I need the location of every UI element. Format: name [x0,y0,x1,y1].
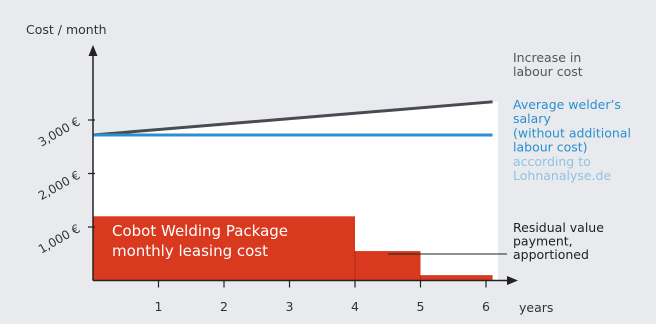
x-axis-arrow [507,276,518,285]
annotation-line: (without additional [513,125,631,140]
annotation-line: salary [513,111,551,126]
x-axis-label: years [519,300,553,315]
x-tick-label: 2 [220,299,228,314]
annotation-line: Cobot Welding Package [112,222,288,240]
annotation-line: monthly leasing cost [112,242,268,260]
x-tick-label: 5 [417,299,425,314]
annotation-line: payment, [513,234,573,249]
x-tick-label: 4 [351,299,359,314]
annotation-bar-label: Cobot Welding Package monthly leasing cos… [112,222,288,260]
series-line-labour-increase [92,100,493,137]
y-axis-label: Cost / month [26,22,107,37]
annotation-line: Residual value [513,220,604,235]
annotation-line: labour cost) [513,140,588,155]
bar-1 [93,216,355,281]
x-tick-label: 6 [482,299,490,314]
bar-3 [420,275,493,281]
bar-2 [355,251,421,281]
annotation-line: labour cost [513,64,583,79]
annotation-line: Average welder’s [513,97,621,112]
x-tick-label: 1 [155,299,163,314]
x-ticks: 1 2 3 4 5 6 [155,280,490,314]
bars [93,216,493,281]
annotation-line: Increase in [513,50,581,65]
y-axis-arrow [88,45,98,56]
x-tick-label: 3 [286,299,294,314]
annotation-line: Lohnanalyse.de [513,168,611,183]
annotation-line: apportioned [513,247,589,262]
annotation-line: according to [513,154,591,169]
